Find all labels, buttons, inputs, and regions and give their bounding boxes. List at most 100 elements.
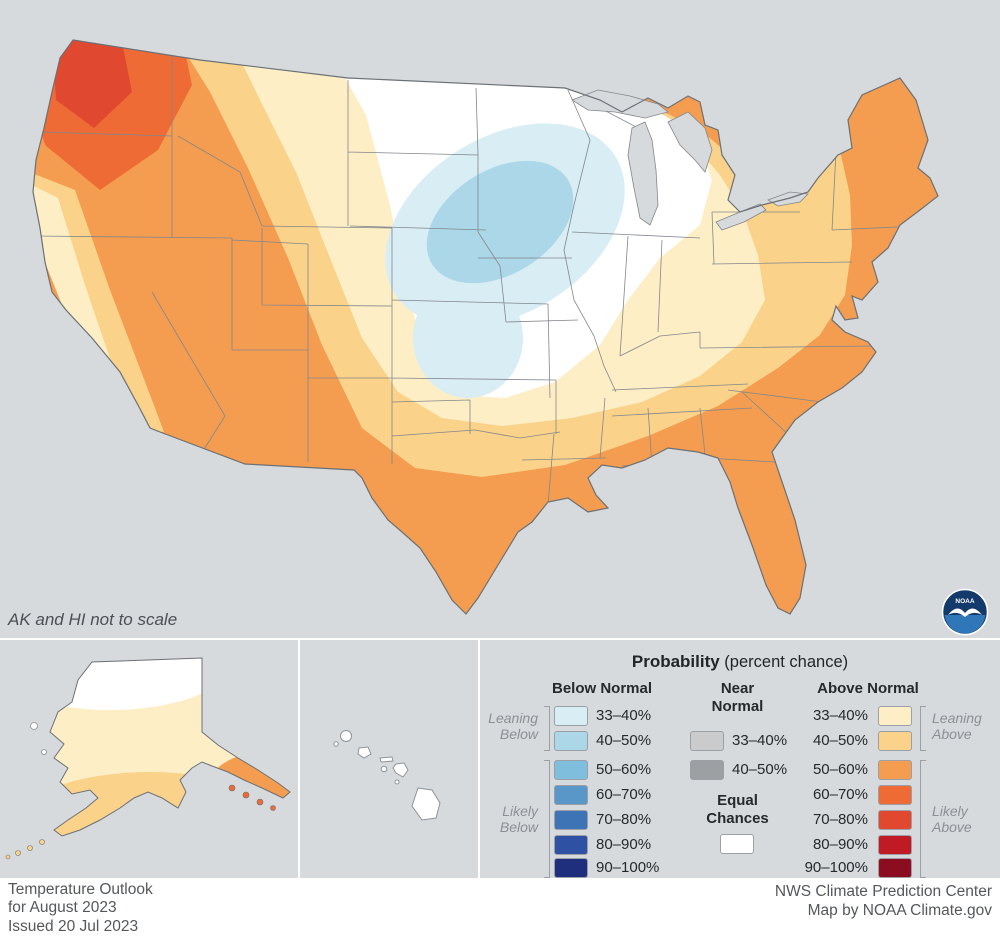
likely-below-bracket (544, 760, 550, 878)
legend-panel: Probability (percent chance) Below Norma… (480, 640, 1000, 878)
above-normal-header: Above Normal (817, 680, 919, 697)
hawaii-map (333, 730, 441, 821)
band-above-70-80-northwest (52, 40, 132, 128)
bering-islands (30, 722, 47, 755)
range-label: 70–80% (812, 811, 868, 828)
island (27, 845, 33, 851)
swatch-below-90-100 (554, 858, 588, 878)
island-maui (392, 762, 409, 778)
range-label: 33–40% (732, 732, 788, 749)
conus-map (32, 39, 939, 615)
range-label: 50–60% (812, 761, 868, 778)
island (30, 722, 38, 730)
alaska-outline (49, 657, 291, 837)
state-borders (33, 42, 919, 506)
us-outline (32, 39, 939, 615)
island-kauai (340, 730, 352, 742)
alaska-inset (0, 640, 298, 878)
equal-chances-label: Equal Chances (706, 792, 769, 827)
swatch-below-80-90 (554, 835, 588, 855)
hawaii-inset (300, 640, 478, 878)
island (242, 791, 250, 799)
swatch-above-40-50 (878, 731, 912, 751)
swatch-below-50-60 (554, 760, 588, 780)
range-label: 70–80% (596, 811, 652, 828)
swatch-below-40-50 (554, 731, 588, 751)
island (41, 749, 47, 755)
panhandle-islands (228, 784, 276, 811)
island-molokai (379, 756, 394, 763)
range-label: 80–90% (812, 836, 868, 853)
noaa-gull-icon (948, 608, 982, 617)
island-niihau (333, 741, 339, 747)
swatch-below-70-80 (554, 810, 588, 830)
near-normal-header: Near Normal (711, 680, 764, 715)
leaning-above-label: Leaning Above (932, 710, 982, 742)
likely-above-label: Likely Above (932, 803, 972, 835)
swatch-above-60-70 (878, 785, 912, 805)
leaning-below-bracket (544, 706, 550, 751)
island (228, 784, 236, 792)
range-label: 33–40% (596, 707, 652, 724)
leaning-below-label: Leaning Below (488, 710, 538, 742)
range-label: 40–50% (732, 761, 788, 778)
lake-huron (667, 111, 713, 173)
swatch-above-80-90 (878, 835, 912, 855)
ak-band-above-40-50 (50, 772, 290, 836)
range-label: 33–40% (812, 707, 868, 724)
swatch-near-40-50 (690, 760, 724, 780)
conus-map-area: AK and HI not to scale NOAA (0, 0, 1000, 638)
likely-above-bracket (920, 760, 926, 878)
swatch-above-70-80 (878, 810, 912, 830)
footer: Temperature Outlook for August 2023 Issu… (0, 878, 1000, 938)
island-kahoolawe (394, 779, 400, 785)
swatch-near-33-40 (690, 731, 724, 751)
footer-title-line: Temperature Outlook (8, 881, 153, 898)
legend-title-bold: Probability (631, 652, 720, 671)
noaa-logo: NOAA (941, 588, 989, 636)
range-label: 80–90% (596, 836, 652, 853)
footer-title-line: for August 2023 (8, 899, 117, 917)
band-below-40-50 (426, 160, 574, 284)
island (256, 798, 264, 806)
likely-below-label: Likely Below (499, 803, 538, 835)
footer-title-block: Temperature Outlook for August 2023 Issu… (8, 881, 153, 936)
legend-title-suffix: (percent chance) (719, 653, 849, 671)
island (5, 854, 11, 860)
band-below-33-40-kansas-tongue (413, 278, 523, 398)
island-oahu (357, 746, 372, 759)
noaa-logo-sea (944, 615, 986, 634)
scale-note: AK and HI not to scale (8, 610, 178, 629)
footer-credit-line: NWS Climate Prediction Center (774, 883, 992, 900)
island-hawaii (411, 787, 441, 821)
great-lakes (571, 89, 809, 231)
footer-credit-block: NWS Climate Prediction Center Map by NOA… (775, 883, 992, 921)
range-label: 50–60% (596, 761, 652, 778)
lake-superior (571, 89, 669, 119)
range-label: 90–100% (596, 859, 660, 876)
island-lanai (380, 765, 388, 773)
swatch-above-50-60 (878, 760, 912, 780)
swatch-above-90-100 (878, 858, 912, 878)
legend-title: Probability (percent chance) (480, 652, 1000, 672)
alaska-map (5, 657, 291, 860)
swatch-above-33-40 (878, 706, 912, 726)
footer-title-line: Issued 20 Jul 2023 (8, 917, 139, 935)
below-normal-header: Below Normal (551, 680, 653, 697)
range-label: 40–50% (812, 732, 868, 749)
island (15, 850, 21, 856)
aleutian-islands (5, 839, 45, 860)
lake-michigan (627, 121, 659, 226)
range-label: 40–50% (596, 732, 652, 749)
range-label: 60–70% (596, 786, 652, 803)
range-label: 90–100% (804, 859, 868, 876)
swatch-below-33-40 (554, 706, 588, 726)
island (39, 839, 45, 845)
island (270, 805, 276, 811)
swatch-equal-chances (720, 834, 754, 854)
range-label: 60–70% (812, 786, 868, 803)
leaning-above-bracket (920, 706, 926, 751)
swatch-below-60-70 (554, 785, 588, 805)
noaa-logo-text: NOAA (955, 598, 974, 605)
